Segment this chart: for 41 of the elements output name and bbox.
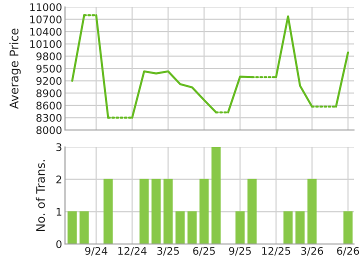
y-axis-title: No. of Trans. — [36, 160, 45, 232]
bar — [187, 211, 197, 244]
y-tick-label: 10400 — [30, 28, 62, 36]
x-tick-label: 9/25 — [229, 246, 251, 256]
y-tick-label: 9500 — [36, 64, 62, 73]
bar — [176, 211, 185, 244]
y-axis-title: Average Price — [9, 28, 21, 109]
bar — [343, 211, 353, 244]
x-tick-label: 3/26 — [301, 246, 324, 256]
x-tick-label: 12/25 — [262, 246, 290, 256]
y-tick-label: 3 — [56, 143, 62, 152]
bar — [247, 178, 257, 244]
x-tick-label: 3/25 — [157, 246, 179, 256]
x-tick-label: 6/26 — [337, 246, 360, 256]
y-tick-label: 11000 — [30, 3, 62, 12]
y-tick-label: 8300 — [36, 114, 62, 122]
y-tick-label: 9200 — [36, 77, 62, 85]
y-tick-label: 8000 — [36, 126, 62, 134]
bar — [211, 147, 221, 244]
y-tick-label: 0 — [56, 240, 62, 248]
x-tick-label: 12/24 — [118, 246, 147, 256]
x-tick-label: 9/24 — [85, 246, 108, 256]
y-tick-label: 9800 — [36, 52, 62, 60]
bar — [152, 178, 161, 244]
y-tick-label: 8900 — [36, 89, 62, 98]
bar — [199, 178, 209, 244]
y-tick-label: 10700 — [30, 16, 62, 24]
y-tick-label: 10100 — [30, 40, 62, 48]
bar — [140, 178, 149, 244]
x-tick-label: 6/25 — [193, 246, 215, 256]
bar — [80, 211, 89, 244]
bar — [68, 211, 77, 244]
bar — [235, 211, 245, 244]
bar — [295, 211, 305, 244]
bar — [307, 178, 317, 244]
bar — [164, 178, 173, 244]
y-tick-label: 2 — [56, 176, 62, 184]
bar — [104, 178, 113, 244]
y-tick-label: 1 — [56, 208, 62, 216]
bar — [283, 211, 293, 244]
y-tick-label: 8600 — [36, 102, 62, 110]
